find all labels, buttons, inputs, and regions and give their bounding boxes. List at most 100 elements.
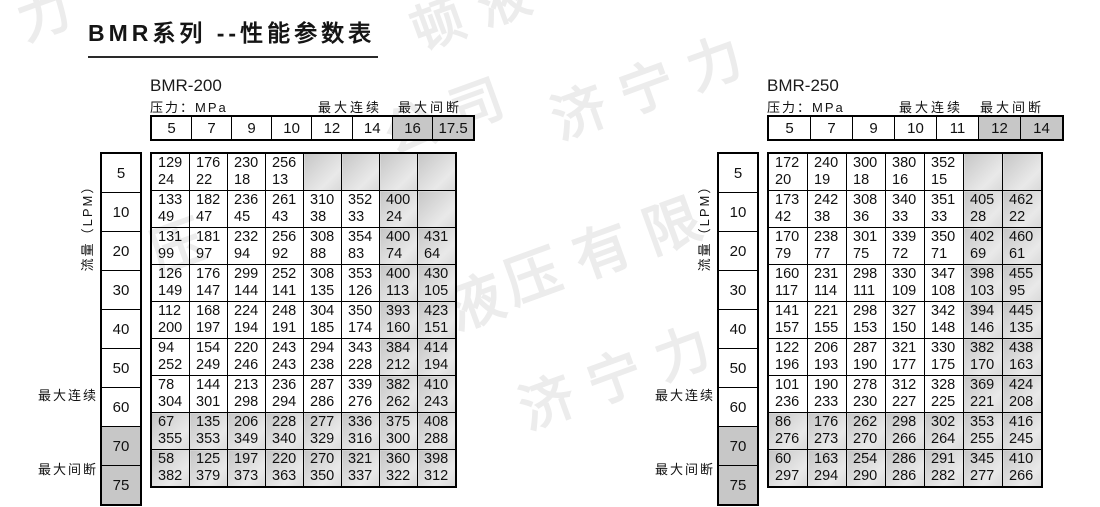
cell-value-top: 220 <box>272 451 297 467</box>
data-cell: 310 38 <box>303 190 342 228</box>
cell-value-bottom: 105 <box>424 283 449 299</box>
cell-value-bottom: 33 <box>892 209 909 225</box>
data-cell: 243 243 <box>265 338 304 376</box>
flow-label-row: 40 <box>717 309 759 349</box>
table-row: 173 42 242 38 308 36 340 33 351 33 405 28 462 22 <box>767 190 1043 228</box>
data-cell: 410 266 <box>1002 449 1043 488</box>
data-cell: 304 185 <box>303 301 342 339</box>
data-cell: 206 193 <box>807 338 847 376</box>
cell-value-bottom: 379 <box>196 468 221 484</box>
data-cell: 131 99 <box>150 227 190 265</box>
max-intermittent-header-label: 最大间断 <box>397 100 462 115</box>
cell-value-bottom: 71 <box>931 246 948 262</box>
flow-label-row: 50 <box>100 348 142 388</box>
flow-label-row: 30 <box>717 270 759 310</box>
data-cell: 414 194 <box>417 338 457 376</box>
cell-value-bottom: 227 <box>892 394 917 410</box>
cell-value-bottom: 49 <box>158 209 175 225</box>
data-cell: 400 24 <box>379 190 418 228</box>
data-cell: 112 200 <box>150 301 190 339</box>
cell-value-bottom: 190 <box>853 357 878 373</box>
cell-value-bottom: 97 <box>196 246 213 262</box>
cell-value-top: 308 <box>310 229 335 245</box>
flow-label-cell: 20 <box>100 231 142 271</box>
cell-value-top: 236 <box>234 192 259 208</box>
cell-value-top: 172 <box>775 155 800 171</box>
data-cell: 299 144 <box>227 264 266 302</box>
data-cell: 278 230 <box>846 375 886 413</box>
data-cell: 125 379 <box>189 449 228 488</box>
flow-label-row: 5 <box>100 152 142 193</box>
cell-value-top: 256 <box>272 229 297 245</box>
cell-value-bottom: 72 <box>892 246 909 262</box>
cell-value-top: 181 <box>196 229 221 245</box>
cell-value-top: 302 <box>931 414 956 430</box>
data-cell: 60 297 <box>767 449 808 488</box>
cell-value-top: 424 <box>1009 377 1034 393</box>
data-cell: 231 114 <box>807 264 847 302</box>
cell-value-bottom: 373 <box>234 468 259 484</box>
flow-label-cell: 40 <box>100 309 142 349</box>
data-cell: 345 277 <box>963 449 1003 488</box>
data-cell: 431 64 <box>417 227 457 265</box>
table-row: 131 99 181 97 232 94 256 92 308 88 354 83 400 74 431 64 <box>150 227 457 265</box>
data-cell: 350 174 <box>341 301 380 339</box>
data-cell: 294 238 <box>303 338 342 376</box>
table-row: 172 20 240 19 300 18 380 16 352 15 <box>767 152 1043 191</box>
cell-value-top: 182 <box>196 192 221 208</box>
cell-value-top: 243 <box>272 340 297 356</box>
data-cell: 252 141 <box>265 264 304 302</box>
data-cell: 238 77 <box>807 227 847 265</box>
flow-axis-label: 流量（LPM） <box>80 178 95 272</box>
cell-value-bottom: 77 <box>814 246 831 262</box>
cell-value-top: 304 <box>310 303 335 319</box>
data-cell: 384 212 <box>379 338 418 376</box>
cell-value-top: 345 <box>970 451 995 467</box>
cell-value-top: 238 <box>814 229 839 245</box>
cell-value-top: 416 <box>1009 414 1034 430</box>
cell-value-bottom: 111 <box>853 283 876 299</box>
data-cell: 455 95 <box>1002 264 1043 302</box>
data-cell: 154 249 <box>189 338 228 376</box>
cell-value-top: 408 <box>424 414 449 430</box>
cell-value-bottom: 36 <box>853 209 870 225</box>
cell-value-bottom: 276 <box>775 431 800 447</box>
data-cell <box>1002 152 1043 191</box>
flow-label-cell: 5 <box>717 152 759 193</box>
cell-value-top: 410 <box>424 377 449 393</box>
flow-label-row: 10 <box>717 192 759 232</box>
cell-value-bottom: 191 <box>272 320 297 336</box>
data-cell: 228 340 <box>265 412 304 450</box>
cell-value-top: 438 <box>1009 340 1034 356</box>
table-row: 78 304 144 301 213 298 236 294 287 286 339 276 382 26… <box>150 375 457 413</box>
data-cell: 321 177 <box>885 338 925 376</box>
cell-value-bottom: 301 <box>196 394 221 410</box>
cell-value-bottom: 298 <box>234 394 259 410</box>
cell-value-bottom: 18 <box>853 172 870 188</box>
cell-value-bottom: 322 <box>386 468 411 484</box>
cell-value-top: 300 <box>853 155 878 171</box>
data-cell: 287 190 <box>846 338 886 376</box>
cell-value-top: 321 <box>892 340 917 356</box>
cell-value-top: 354 <box>348 229 373 245</box>
data-cell: 160 117 <box>767 264 808 302</box>
cell-value-top: 160 <box>775 266 800 282</box>
data-cell: 286 286 <box>885 449 925 488</box>
cell-value-top: 298 <box>853 266 878 282</box>
data-cell: 308 135 <box>303 264 342 302</box>
cell-value-top: 299 <box>234 266 259 282</box>
cell-value-bottom: 221 <box>970 394 995 410</box>
cell-value-bottom: 316 <box>348 431 373 447</box>
flow-label-cell: 75 <box>100 465 142 506</box>
table-row: 129 24 176 22 230 18 256 13 <box>150 152 457 191</box>
cell-value-top: 405 <box>970 192 995 208</box>
data-cell: 445 135 <box>1002 301 1043 339</box>
cell-value-bottom: 135 <box>1009 320 1034 336</box>
data-cell: 163 294 <box>807 449 847 488</box>
flow-label-column: 5 10 20 30 40 50 60 70 75 <box>717 152 759 506</box>
flow-label-cell: 20 <box>717 231 759 271</box>
cell-value-bottom: 270 <box>853 431 878 447</box>
cell-value-top: 352 <box>348 192 373 208</box>
data-cell: 144 301 <box>189 375 228 413</box>
table-row: 60 297 163 294 254 290 286 286 291 282 345 277 410 26… <box>767 449 1043 488</box>
